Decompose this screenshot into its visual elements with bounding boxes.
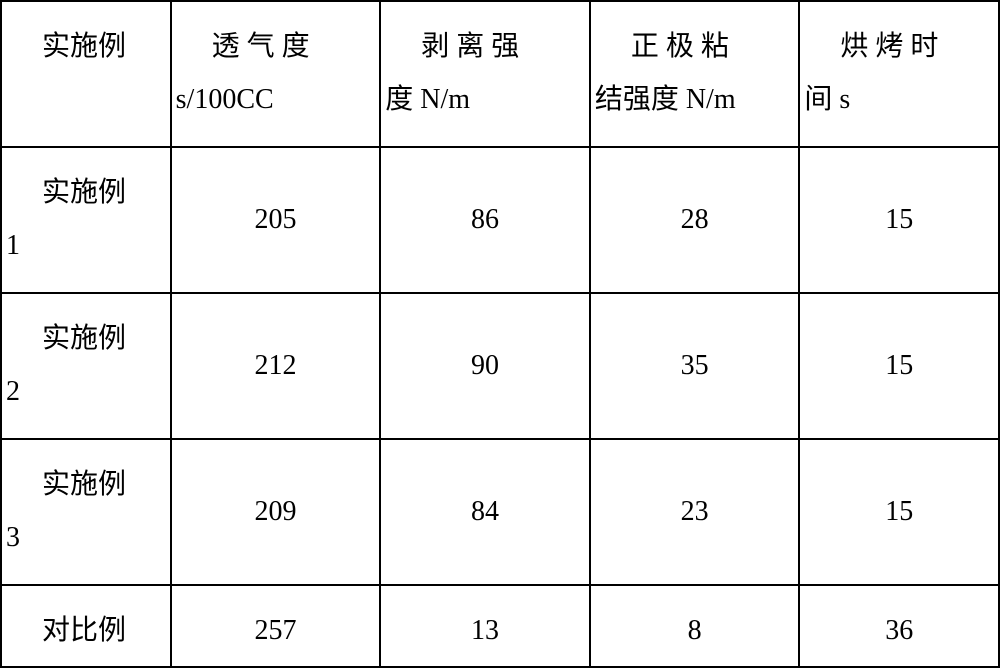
- header-cell-bond-strength: 正 极 粘 结强度 N/m: [590, 1, 800, 147]
- header-cell-example: 实施例: [1, 1, 171, 147]
- row-label-cell: 实施例 1: [1, 147, 171, 293]
- table-header-row: 实施例 透 气 度 s/100CC 剥 离 强 度 N/m 正 极 粘 结强度 …: [1, 1, 999, 147]
- data-cell: 15: [799, 439, 999, 585]
- header-text-line1: 烘 烤 时: [840, 31, 938, 62]
- table-row: 对比例 257 13 8 36: [1, 585, 999, 667]
- header-text-line1: 剥 离 强: [421, 31, 519, 62]
- row-label-line1: 实施例: [42, 323, 126, 354]
- data-cell: 84: [380, 439, 590, 585]
- header-text-line2: s/100CC: [172, 73, 274, 126]
- data-cell: 212: [171, 293, 381, 439]
- row-label-line2: 2: [2, 365, 170, 418]
- data-table: 实施例 透 气 度 s/100CC 剥 离 强 度 N/m 正 极 粘 结强度 …: [0, 0, 1000, 668]
- header-cell-peel-strength: 剥 离 强 度 N/m: [380, 1, 590, 147]
- row-label-line1: 对比例: [42, 615, 126, 646]
- data-cell: 23: [590, 439, 800, 585]
- data-cell: 86: [380, 147, 590, 293]
- data-cell: 35: [590, 293, 800, 439]
- header-text-line1: 透 气 度: [212, 31, 310, 62]
- data-cell: 8: [590, 585, 800, 667]
- table-row: 实施例 1 205 86 28 15: [1, 147, 999, 293]
- row-label-line2: 3: [2, 511, 170, 564]
- row-label-line2: 1: [2, 219, 170, 272]
- header-text: 实施例: [42, 31, 126, 62]
- header-cell-permeability: 透 气 度 s/100CC: [171, 1, 381, 147]
- header-text-line1: 正 极 粘: [631, 31, 729, 62]
- row-label-cell: 实施例 2: [1, 293, 171, 439]
- row-label-cell: 实施例 3: [1, 439, 171, 585]
- data-cell: 15: [799, 293, 999, 439]
- table-row: 实施例 3 209 84 23 15: [1, 439, 999, 585]
- header-text-line2: 间 s: [800, 73, 850, 126]
- data-cell: 36: [799, 585, 999, 667]
- data-cell: 28: [590, 147, 800, 293]
- data-cell: 90: [380, 293, 590, 439]
- header-text-line2: 度 N/m: [381, 73, 470, 126]
- row-label-line1: 实施例: [42, 177, 126, 208]
- data-cell: 205: [171, 147, 381, 293]
- header-text-line2: 结强度 N/m: [591, 73, 736, 126]
- data-cell: 257: [171, 585, 381, 667]
- row-label-cell: 对比例: [1, 585, 171, 667]
- data-cell: 13: [380, 585, 590, 667]
- table-row: 实施例 2 212 90 35 15: [1, 293, 999, 439]
- row-label-line1: 实施例: [42, 469, 126, 500]
- data-cell: 15: [799, 147, 999, 293]
- header-cell-bake-time: 烘 烤 时 间 s: [799, 1, 999, 147]
- data-cell: 209: [171, 439, 381, 585]
